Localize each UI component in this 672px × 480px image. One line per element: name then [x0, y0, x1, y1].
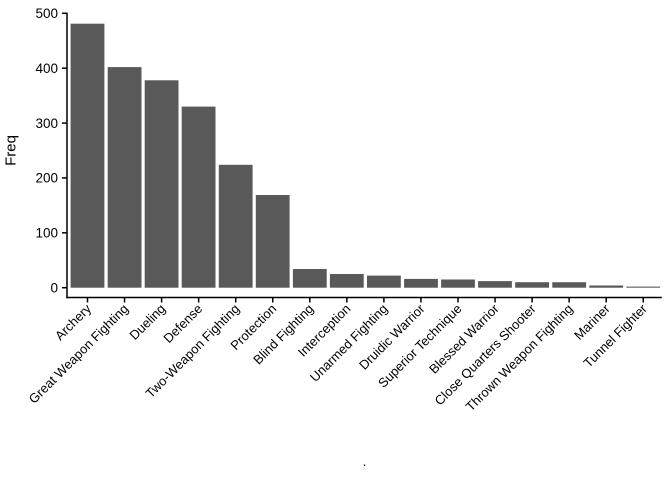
bar-interception — [329, 274, 364, 288]
x-axis-title: . — [363, 454, 367, 469]
y-tick-label: 100 — [35, 226, 58, 241]
y-tick-label: 400 — [35, 61, 58, 76]
bar-mariner — [589, 285, 624, 288]
bar-blind-fighting — [292, 269, 327, 288]
y-tick-label: 300 — [35, 116, 58, 131]
bar-archery — [70, 23, 105, 288]
bar-blessed-warrior — [478, 281, 512, 288]
bar-close-quarters-shooter — [515, 282, 549, 288]
bar-druidic-warrior — [404, 278, 438, 288]
bar-superior-technique — [441, 279, 475, 288]
bar-tunnel-fighter — [626, 286, 661, 288]
bar-protection — [255, 195, 290, 288]
bar-two-weapon-fighting — [218, 164, 253, 288]
y-tick-label: 0 — [50, 280, 58, 295]
y-tick-label: 500 — [35, 6, 58, 21]
bar-great-weapon-fighting — [107, 67, 142, 288]
y-tick-label: 200 — [35, 171, 58, 186]
bar-defense — [181, 106, 216, 288]
bar-thrown-weapon-fighting — [552, 282, 587, 288]
bar-unarmed-fighting — [367, 275, 401, 288]
bar-dueling — [144, 80, 179, 288]
y-axis-title: Freq — [3, 135, 20, 166]
